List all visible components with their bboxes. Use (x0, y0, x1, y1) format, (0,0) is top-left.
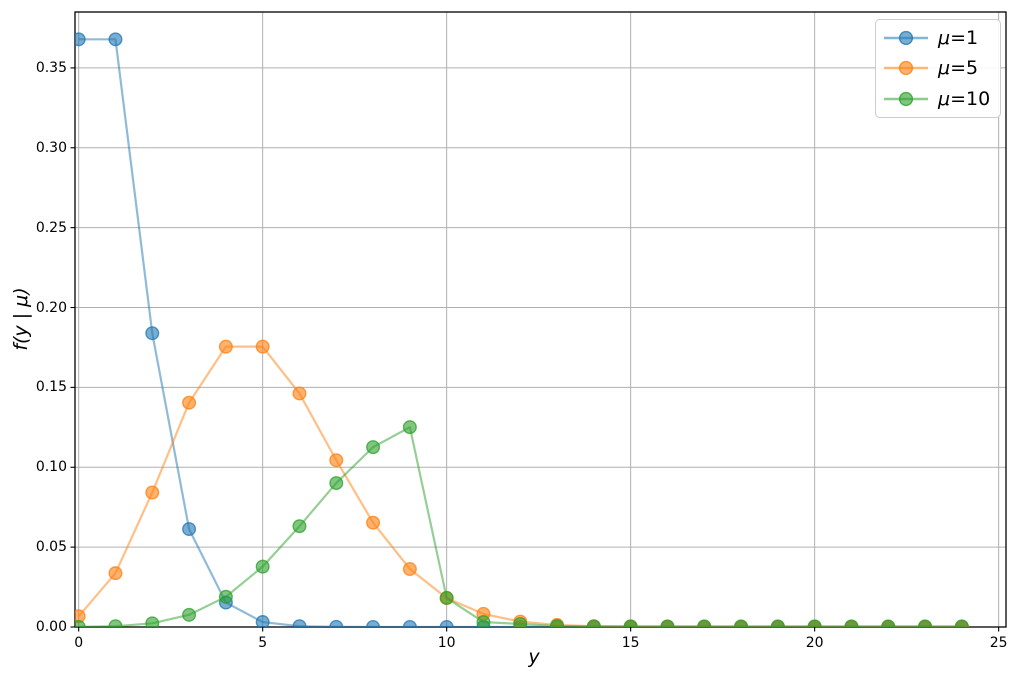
legend-line-marker-icon (884, 31, 928, 46)
y-tick-0.30: 0.30 (35, 139, 67, 156)
gridlines (75, 12, 1006, 628)
x-tick-0: 0 (74, 635, 84, 651)
legend: μ=1 μ=5 μ=10 (875, 19, 1001, 118)
y-tick-0.05: 0.05 (35, 539, 67, 556)
tick-marks (70, 67, 1000, 632)
x-tick-5: 5 (258, 635, 268, 651)
y-tick-0.00: 0.00 (35, 619, 67, 635)
plot-border (74, 11, 1007, 628)
series-μ=5 (75, 339, 969, 627)
y-tick-0.25: 0.25 (35, 219, 67, 236)
series-μ=10 (75, 420, 969, 627)
x-axis-label: y (528, 646, 540, 668)
y-tick-0.10: 0.10 (35, 459, 67, 476)
y-tick-0.35: 0.35 (35, 59, 67, 76)
legend-item-mu10: μ=10 (883, 88, 1000, 110)
y-axis-label: f(y | μ) (10, 287, 32, 351)
x-tick-20: 20 (805, 635, 824, 651)
x-tick-15: 15 (621, 635, 640, 651)
legend-label: μ=1 (938, 27, 979, 50)
x-tick-25: 25 (989, 635, 1008, 651)
legend-item-mu5: μ=5 (883, 57, 1000, 79)
legend-label: μ=5 (938, 57, 979, 80)
x-tick-10: 10 (437, 635, 456, 651)
legend-item-mu1: μ=1 (883, 27, 1000, 49)
series-μ=1 (75, 32, 969, 627)
legend-line-marker-icon (884, 91, 928, 106)
legend-label: μ=10 (938, 87, 991, 110)
legend-line-marker-icon (884, 61, 928, 76)
y-tick-0.20: 0.20 (35, 299, 67, 316)
y-tick-0.15: 0.15 (35, 379, 67, 396)
